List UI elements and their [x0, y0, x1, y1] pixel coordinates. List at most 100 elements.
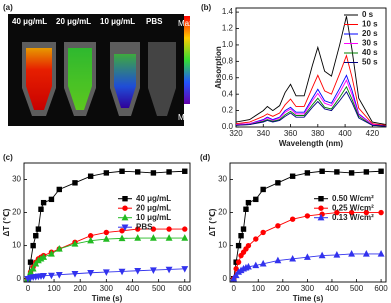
series-line [235, 90, 387, 127]
y-tick-label: 0.0 [222, 122, 234, 131]
marker [48, 272, 55, 280]
marker [29, 264, 37, 272]
marker [35, 226, 42, 232]
sample-label: 10 μg/mL [100, 17, 135, 26]
marker [274, 256, 282, 264]
marker [166, 169, 172, 175]
y-tick-label: 30 [218, 175, 227, 184]
chart: (b) 320 340 360 380 400 420 0.0 0.2 0.4 0.6 0.8 1.0 1… [201, 3, 387, 148]
marker [32, 259, 40, 267]
series-line [235, 79, 387, 127]
x-tick-label: 0 [231, 284, 236, 293]
legend-label: 0.50 W/cm² [332, 194, 374, 203]
marker [275, 223, 281, 229]
legend-label: 50 s [362, 58, 378, 67]
marker [33, 233, 39, 239]
marker [166, 226, 172, 232]
colorbar-max: Max [178, 19, 193, 28]
panel-label: (c) [3, 153, 13, 162]
marker [363, 169, 370, 175]
x-tick-label: 100 [252, 284, 266, 293]
marker [119, 228, 125, 234]
marker [304, 213, 311, 219]
marker [165, 234, 173, 241]
marker [245, 242, 252, 249]
y-tick-label: 10 [218, 241, 227, 250]
legend-label: PBS [136, 222, 153, 231]
image-panel: (a) 40 μg/mL 20 μg/mL 10 μg/mL PBS Max M… [3, 3, 193, 126]
marker [135, 226, 141, 232]
y-axis-label: ΔT (℃) [2, 208, 11, 236]
legend-label: 10 s [362, 20, 378, 29]
marker [348, 209, 355, 216]
legend-label: 30 s [362, 39, 378, 48]
marker [253, 236, 259, 242]
marker [377, 250, 385, 257]
marker [71, 240, 79, 247]
marker [334, 169, 340, 175]
y-tick-label: 1.0 [222, 40, 234, 49]
marker [243, 206, 249, 212]
marker [181, 234, 189, 241]
marker [245, 199, 252, 206]
tubes [22, 42, 176, 116]
marker [238, 233, 244, 239]
marker [240, 226, 247, 232]
marker [165, 266, 173, 274]
x-tick-label: 0 [26, 284, 31, 293]
y-axis-label: Absorption [214, 46, 223, 89]
sample-label: PBS [146, 17, 163, 26]
marker [103, 170, 110, 176]
legend-marker [122, 205, 128, 211]
marker [118, 268, 126, 276]
marker [318, 251, 326, 259]
legend-label: 10 μg/mL [136, 213, 171, 222]
legend-marker [318, 205, 324, 211]
marker [333, 251, 341, 258]
sample-label: 20 μg/mL [56, 17, 91, 26]
marker [348, 170, 355, 176]
marker [245, 262, 252, 270]
marker [289, 254, 297, 262]
legend-label: 20 μg/mL [136, 203, 171, 212]
marker [55, 272, 63, 279]
legend-marker [121, 213, 129, 221]
marker [27, 268, 34, 275]
x-tick-label: 600 [374, 284, 388, 293]
marker [87, 236, 95, 244]
y-tick-label: 1.4 [222, 7, 234, 16]
y-tick-label: 0 [223, 274, 228, 283]
marker [56, 186, 62, 193]
x-tick-label: 300 [100, 284, 114, 293]
legend-marker [122, 196, 128, 202]
marker [27, 259, 34, 265]
marker [319, 168, 325, 174]
x-tick-label: 400 [338, 129, 352, 138]
marker [182, 168, 188, 174]
marker [259, 259, 267, 267]
series-line [27, 170, 185, 279]
marker [38, 206, 44, 212]
marker [72, 180, 78, 186]
legend-marker [318, 196, 324, 202]
marker [119, 168, 125, 174]
plot-frame [23, 162, 191, 283]
marker [275, 180, 281, 186]
legend-label: 40 s [362, 48, 378, 57]
marker [232, 271, 240, 279]
series-line [233, 212, 382, 279]
legend-label: 0.25 W/cm² [332, 203, 374, 212]
x-tick-label: 200 [74, 284, 88, 293]
y-tick-label: 0 [17, 274, 22, 283]
chart: (d) 0 100 200 300 400 500 600 0 10 20 30 Time (s) ΔT … [200, 153, 388, 303]
y-tick-label: 10 [12, 241, 21, 250]
marker [118, 234, 126, 242]
y-tick-label: 20 [12, 208, 21, 217]
marker [260, 229, 266, 236]
marker [362, 250, 370, 257]
y-axis-label: ΔT (℃) [208, 208, 217, 236]
marker [134, 268, 142, 275]
x-axis-label: Time (s) [293, 294, 324, 303]
plot-frame [235, 7, 387, 128]
